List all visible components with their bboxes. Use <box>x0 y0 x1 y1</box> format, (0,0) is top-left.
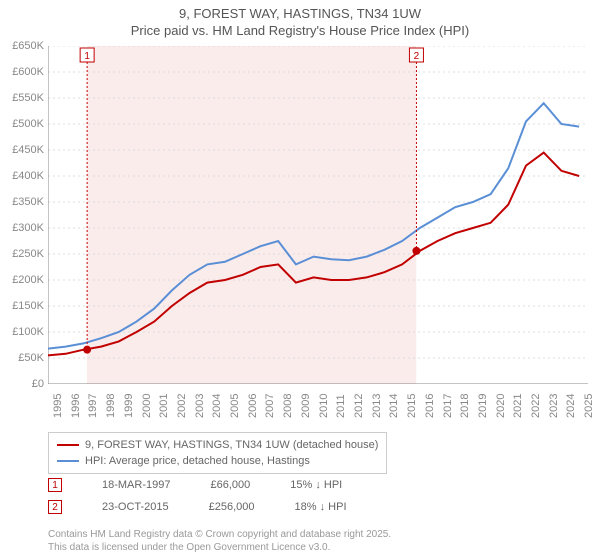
x-tick-label: 1998 <box>105 394 117 418</box>
x-tick-label: 1999 <box>123 394 135 418</box>
x-tick-label: 2007 <box>264 394 276 418</box>
y-tick-label: £500K <box>12 118 44 130</box>
y-tick-label: £250K <box>12 248 44 260</box>
footer-credit: Contains HM Land Registry data © Crown c… <box>48 529 391 554</box>
y-tick-label: £650K <box>12 40 44 52</box>
sale-record: 1 18-MAR-1997 £66,000 15% ↓ HPI <box>48 478 342 492</box>
y-tick-label: £200K <box>12 274 44 286</box>
x-tick-label: 2013 <box>371 394 383 418</box>
x-tick-label: 2010 <box>318 394 330 418</box>
y-tick-label: £100K <box>12 326 44 338</box>
footer-line: This data is licensed under the Open Gov… <box>48 542 391 555</box>
x-tick-label: 2008 <box>282 394 294 418</box>
legend-item: HPI: Average price, detached house, Hast… <box>57 453 378 469</box>
x-tick-label: 2003 <box>194 394 206 418</box>
x-tick-label: 2012 <box>353 394 365 418</box>
sale-marker-icon: 1 <box>48 478 62 492</box>
title-address: 9, FOREST WAY, HASTINGS, TN34 1UW <box>0 6 600 23</box>
y-tick-label: £150K <box>12 300 44 312</box>
plot-svg: 12 <box>48 46 588 384</box>
y-tick-label: £50K <box>18 352 44 364</box>
x-tick-label: 2023 <box>548 394 560 418</box>
x-tick-label: 2001 <box>158 394 170 418</box>
x-tick-label: 2020 <box>495 394 507 418</box>
y-tick-label: £0 <box>32 378 44 390</box>
y-tick-label: £600K <box>12 66 44 78</box>
chart-container: 9, FOREST WAY, HASTINGS, TN34 1UW Price … <box>0 0 600 560</box>
sale-date: 23-OCT-2015 <box>102 501 169 513</box>
x-tick-label: 2022 <box>530 394 542 418</box>
x-tick-label: 2005 <box>229 394 241 418</box>
sale-delta: 15% ↓ HPI <box>290 479 342 491</box>
x-tick-label: 2025 <box>583 394 595 418</box>
sale-price: £66,000 <box>210 479 250 491</box>
x-tick-label: 2006 <box>247 394 259 418</box>
y-tick-label: £350K <box>12 196 44 208</box>
x-tick-label: 2016 <box>424 394 436 418</box>
legend-swatch <box>57 444 79 446</box>
x-tick-label: 2019 <box>477 394 489 418</box>
title-subtitle: Price paid vs. HM Land Registry's House … <box>0 23 600 40</box>
sale-date: 18-MAR-1997 <box>102 479 170 491</box>
legend-swatch <box>57 460 79 462</box>
sale-marker-icon: 2 <box>48 500 62 514</box>
x-tick-label: 2018 <box>459 394 471 418</box>
x-tick-label: 1995 <box>52 394 64 418</box>
x-tick-label: 2017 <box>442 394 454 418</box>
sale-price: £256,000 <box>209 501 255 513</box>
legend: 9, FOREST WAY, HASTINGS, TN34 1UW (detac… <box>48 432 387 474</box>
x-tick-label: 2000 <box>141 394 153 418</box>
legend-label: HPI: Average price, detached house, Hast… <box>85 455 310 467</box>
sale-record: 2 23-OCT-2015 £256,000 18% ↓ HPI <box>48 500 347 514</box>
chart-title: 9, FOREST WAY, HASTINGS, TN34 1UW Price … <box>0 0 600 42</box>
y-tick-label: £450K <box>12 144 44 156</box>
x-tick-label: 2024 <box>565 394 577 418</box>
legend-item: 9, FOREST WAY, HASTINGS, TN34 1UW (detac… <box>57 437 378 453</box>
legend-label: 9, FOREST WAY, HASTINGS, TN34 1UW (detac… <box>85 439 378 451</box>
sale-delta: 18% ↓ HPI <box>295 501 347 513</box>
x-tick-label: 2015 <box>406 394 418 418</box>
x-tick-label: 2009 <box>300 394 312 418</box>
x-tick-label: 2014 <box>388 394 400 418</box>
x-tick-label: 2002 <box>176 394 188 418</box>
footer-line: Contains HM Land Registry data © Crown c… <box>48 529 391 542</box>
svg-text:1: 1 <box>84 51 90 62</box>
svg-text:2: 2 <box>414 51 420 62</box>
y-tick-label: £550K <box>12 92 44 104</box>
x-tick-label: 2011 <box>335 394 347 418</box>
x-tick-label: 2004 <box>211 394 223 418</box>
x-tick-label: 2021 <box>512 394 524 418</box>
x-tick-label: 1996 <box>70 394 82 418</box>
y-tick-label: £400K <box>12 170 44 182</box>
y-tick-label: £300K <box>12 222 44 234</box>
x-tick-label: 1997 <box>87 394 99 418</box>
